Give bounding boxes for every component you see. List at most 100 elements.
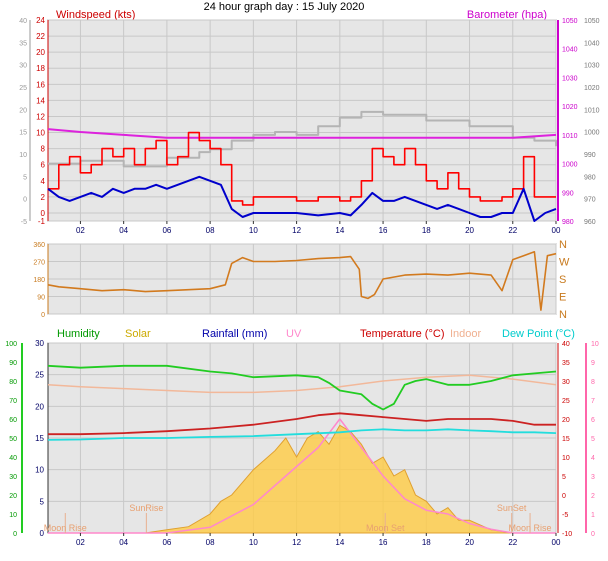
outer-right-tick-label: 970 (584, 197, 596, 204)
outer-left-tick-label: 10 (19, 152, 27, 159)
windspeed-tick-label: 4 (41, 177, 46, 186)
plot-area-wind (47, 19, 557, 222)
uv-tick-label: 7 (591, 398, 595, 405)
series-indoor (47, 374, 557, 394)
time-tick-label-temperature: 10 (249, 538, 258, 547)
series-windspeed (48, 131, 556, 206)
outer-left-tick-label: 15 (19, 130, 27, 137)
time-tick-label-temperature: 04 (119, 538, 128, 547)
annotation-label: Moon Rise (509, 523, 552, 533)
humidity-tick-label: 40 (9, 455, 17, 462)
windspeed-tick-label: 14 (36, 96, 45, 105)
uv-tick-label: 0 (591, 531, 595, 538)
time-tick-label-wind: 10 (249, 226, 258, 235)
windspeed-tick-label: 6 (41, 161, 46, 170)
series-humidity (47, 364, 557, 411)
outer-right-tick-label: 1010 (584, 107, 600, 114)
time-tick-label-wind: 20 (465, 226, 474, 235)
solar-tick-label: 25 (35, 371, 44, 380)
legend-uv: UV (286, 328, 302, 340)
time-tick-label-wind: 04 (119, 226, 128, 235)
uv-tick-label: 9 (591, 360, 595, 367)
time-tick-label-wind: 00 (552, 226, 561, 235)
barometer-tick-label: 990 (562, 190, 574, 197)
barometer-tick-label: 1050 (562, 18, 578, 25)
time-tick-label-temperature: 14 (335, 538, 344, 547)
time-tick-label-wind: 18 (422, 226, 431, 235)
time-tick-label-wind: 06 (162, 226, 171, 235)
temperature-tick-label: 10 (562, 455, 570, 462)
temperature-tick-label: 30 (562, 379, 570, 386)
humidity-tick-label: 90 (9, 360, 17, 367)
time-tick-label-wind: 16 (379, 226, 388, 235)
outer-right-tick-label: 1000 (584, 130, 600, 137)
uv-tick-label: 8 (591, 379, 595, 386)
uv-tick-label: 10 (591, 341, 599, 348)
series-dewpoint (47, 428, 557, 441)
barometer-tick-label: 1040 (562, 47, 578, 54)
uv-tick-label: 5 (591, 436, 595, 443)
barometer-tick-label: 1030 (562, 75, 578, 82)
legend-humidity: Humidity (57, 328, 100, 340)
solar-tick-label: 20 (35, 402, 44, 411)
windspeed-tick-label: 12 (36, 112, 45, 121)
temperature-tick-label: 35 (562, 360, 570, 367)
solar-tick-label: 15 (35, 434, 44, 443)
legend-rainfall: Rainfall (mm) (202, 328, 267, 340)
solar-tick-label: 5 (40, 497, 45, 506)
windspeed-tick-label: 16 (36, 80, 45, 89)
barometer-tick-label: 1020 (562, 104, 578, 111)
barometer-tick-label: 980 (562, 219, 574, 226)
outer-right-tick-label: 960 (584, 219, 596, 226)
humidity-tick-label: 0 (13, 531, 17, 538)
direction-tick-label: 180 (33, 277, 45, 284)
windspeed-tick-label: 24 (36, 16, 45, 25)
time-tick-label-temperature: 02 (76, 538, 85, 547)
temperature-tick-label: 25 (562, 398, 570, 405)
direction-tick-label: 90 (37, 295, 45, 302)
outer-left-tick-label: 35 (19, 40, 27, 47)
outer-left-tick-label: 40 (19, 18, 27, 25)
solar-tick-label: 30 (35, 339, 44, 348)
outer-left-tick-label: 5 (23, 174, 27, 181)
humidity-tick-label: 100 (5, 341, 17, 348)
legend-indoor: Indoor (450, 328, 482, 340)
humidity-tick-label: 80 (9, 379, 17, 386)
temperature-tick-label: 40 (562, 341, 570, 348)
windspeed-tick-label: 22 (36, 32, 45, 41)
annotation-label: Moon Rise (44, 523, 87, 533)
series-barometer (47, 128, 557, 139)
temperature-tick-label: 15 (562, 436, 570, 443)
time-tick-label-temperature: 08 (206, 538, 215, 547)
compass-label: W (559, 257, 570, 269)
time-tick-label-wind: 02 (76, 226, 85, 235)
windspeed-tick-label: 20 (36, 48, 45, 57)
humidity-tick-label: 30 (9, 474, 17, 481)
compass-label: E (559, 292, 566, 304)
outer-right-tick-label: 1030 (584, 63, 600, 70)
series-uv (48, 418, 556, 534)
outer-right-tick-label: 1040 (584, 40, 600, 47)
time-tick-label-wind: 08 (206, 226, 215, 235)
solar-tick-label: 10 (35, 466, 44, 475)
series-temperature (48, 412, 556, 436)
humidity-tick-label: 70 (9, 398, 17, 405)
outer-left-tick-label: 30 (19, 63, 27, 70)
annotation-label: SunRise (129, 503, 163, 513)
humidity-tick-label: 10 (9, 512, 17, 519)
outer-right-tick-label: 990 (584, 152, 596, 159)
time-tick-label-temperature: 12 (292, 538, 301, 547)
barometer-axis-label: Barometer (hpa) (467, 9, 547, 21)
outer-left-tick-label: -5 (21, 219, 27, 226)
time-tick-label-wind: 12 (292, 226, 301, 235)
outer-left-tick-label: 0 (23, 197, 27, 204)
uv-tick-label: 1 (591, 512, 595, 519)
legend-dewpoint: Dew Point (°C) (502, 328, 575, 340)
series-average-wind (47, 175, 557, 222)
compass-label: S (559, 274, 566, 286)
outer-left-tick-label: 25 (19, 85, 27, 92)
barometer-tick-label: 1010 (562, 133, 578, 140)
series-wind-direction (47, 251, 557, 311)
annotation-label: Moon Set (366, 523, 405, 533)
solar-tick-label: 0 (40, 529, 45, 538)
